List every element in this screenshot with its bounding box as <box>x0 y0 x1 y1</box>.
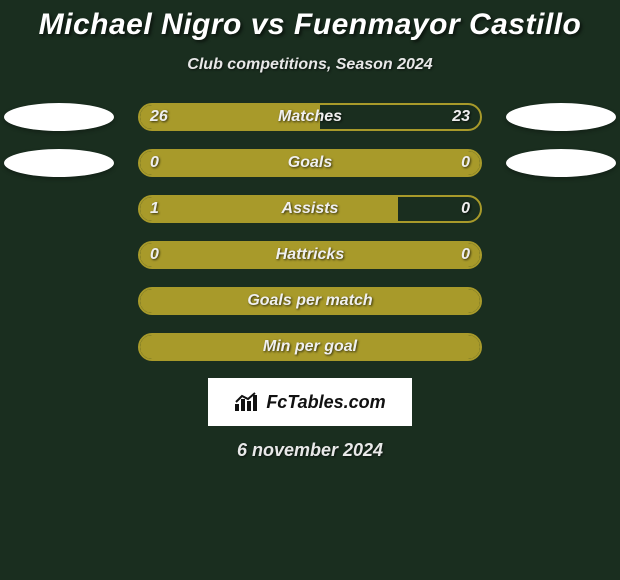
stat-bar-fill <box>140 289 480 313</box>
stat-row: Goals per match <box>0 286 620 316</box>
stat-bar-fill <box>140 197 398 221</box>
stat-value-right: 0 <box>461 197 470 221</box>
player2-badge-oval <box>506 149 616 177</box>
stat-value-right: 23 <box>452 105 470 129</box>
stat-rows: 2623Matches 00Goals 10Assists 00Hattricks Go… <box>0 102 620 362</box>
stat-bar-track: 2623Matches <box>138 103 482 131</box>
stat-bar-fill <box>140 151 480 175</box>
stat-row: 10Assists <box>0 194 620 224</box>
comparison-infographic: Michael Nigro vs Fuenmayor Castillo Club… <box>0 0 620 461</box>
stat-row: Min per goal <box>0 332 620 362</box>
page-title: Michael Nigro vs Fuenmayor Castillo <box>0 8 620 42</box>
stat-row: 00Goals <box>0 148 620 178</box>
player2-badge-oval <box>506 103 616 131</box>
stat-bar-track: Min per goal <box>138 333 482 361</box>
player1-badge-oval <box>4 149 114 177</box>
subtitle: Club competitions, Season 2024 <box>0 56 620 74</box>
stat-bar-track: 00Goals <box>138 149 482 177</box>
stat-bar-fill <box>140 243 480 267</box>
vs-label: vs <box>251 8 285 41</box>
stat-bar-fill <box>140 105 320 129</box>
chart-icon <box>234 392 260 412</box>
player1-name: Michael Nigro <box>39 8 242 41</box>
player1-badge-oval <box>4 103 114 131</box>
stat-row: 2623Matches <box>0 102 620 132</box>
date-label: 6 november 2024 <box>0 440 620 461</box>
logo-text: FcTables.com <box>266 392 385 413</box>
stat-bar-track: 00Hattricks <box>138 241 482 269</box>
logo-badge: FcTables.com <box>208 378 412 426</box>
stat-bar-track: 10Assists <box>138 195 482 223</box>
stat-row: 00Hattricks <box>0 240 620 270</box>
stat-bar-track: Goals per match <box>138 287 482 315</box>
player2-name: Fuenmayor Castillo <box>294 8 581 41</box>
stat-bar-fill <box>140 335 480 359</box>
